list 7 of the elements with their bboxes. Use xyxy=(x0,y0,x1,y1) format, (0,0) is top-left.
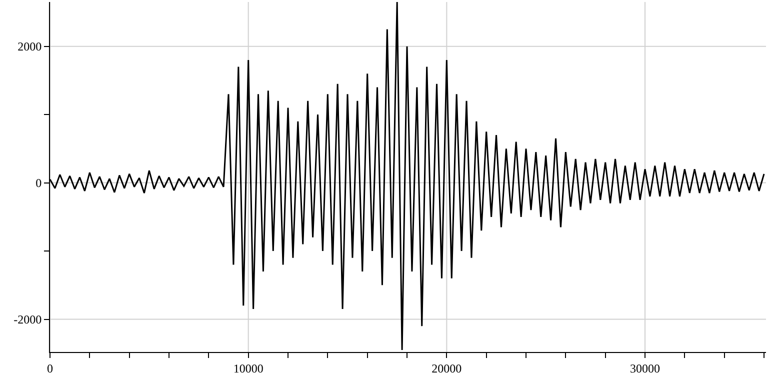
x-tick-label: 0 xyxy=(47,361,53,376)
x-tick-label: 30000 xyxy=(630,361,660,376)
x-tick-label: 20000 xyxy=(432,361,462,376)
y-tick-label: 0 xyxy=(36,176,42,190)
y-tick-label: 2000 xyxy=(18,40,42,54)
y-tick-label: -2000 xyxy=(14,312,42,326)
x-tick-label: 10000 xyxy=(233,361,264,376)
